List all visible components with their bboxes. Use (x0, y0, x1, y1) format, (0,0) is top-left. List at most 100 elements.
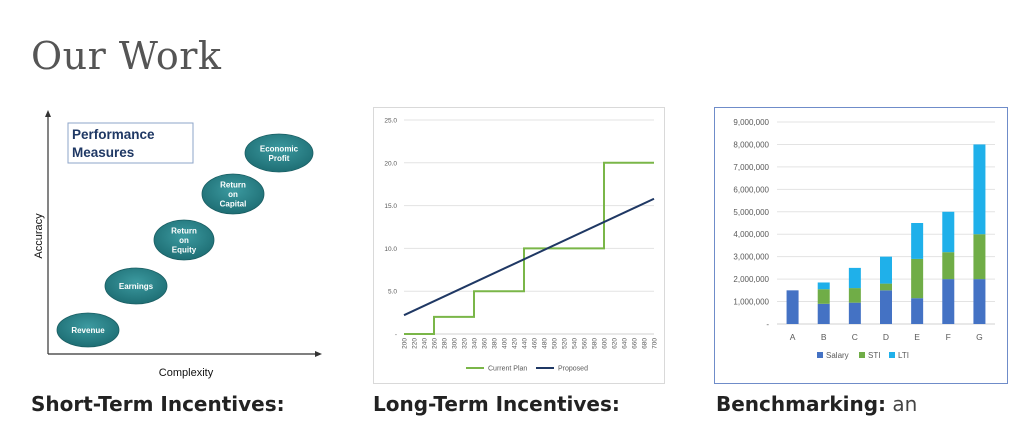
x-tick-label: 580 (592, 338, 599, 349)
diagram-title-box (67, 122, 194, 164)
measure-label: Economic (260, 144, 299, 153)
y-tick-label: 6,000,000 (733, 185, 769, 194)
benchmarking-chart-frame: - 1,000,000 2,000,000 3,000,000 4,000,000 5,0… (714, 107, 1008, 384)
y-tick-label: 4,000,000 (733, 230, 769, 239)
x-tick-label: 300 (452, 338, 459, 349)
y-tick-label: 25.0 (384, 118, 397, 125)
bar-sti-d (880, 283, 892, 291)
short-term-caption: Short-Term Incentives: (31, 392, 285, 416)
x-tick-label: F (946, 332, 951, 342)
legend-label: Salary (826, 351, 849, 360)
x-axis-arrow-icon (315, 351, 322, 357)
x-tick-label: 520 (562, 338, 569, 349)
measure-label: on (179, 236, 189, 245)
y-tick-label: 7,000,000 (733, 163, 769, 172)
series-line-current-plan (404, 161, 654, 335)
measure-label: Return (220, 181, 246, 190)
measure-label: on (228, 190, 238, 199)
x-tick-label: 460 (532, 338, 539, 349)
measure-label: Return (171, 227, 197, 236)
y-tick-label: 20.0 (384, 160, 397, 167)
x-tick-label: B (821, 332, 827, 342)
y-tick-label: 3,000,000 (733, 253, 769, 262)
x-tick-label: 240 (422, 338, 429, 349)
legend-label: Proposed (558, 366, 588, 373)
x-tick-label: 500 (552, 338, 559, 349)
performance-measures-card: Performance Measures Complexity Accuracy… (28, 108, 328, 383)
x-tick-label: 640 (622, 338, 629, 349)
long-term-caption: Long-Term Incentives: (373, 392, 620, 416)
benchmarking-caption: Benchmarking: an (716, 392, 918, 416)
x-axis-label: Complexity (159, 367, 214, 379)
bar-lti-c (848, 267, 861, 289)
x-tick-label: 340 (472, 338, 479, 349)
diagram-title-line-1: Performance (72, 127, 155, 142)
long-term-line-chart: - 5.0 10.0 15.0 20.0 25.0 200 220 240 260 280 300 32… (384, 118, 659, 373)
measure-label: Capital (220, 200, 247, 209)
bar-salary-d (880, 290, 892, 324)
x-tick-label: 540 (572, 338, 579, 349)
x-tick-label: E (914, 332, 920, 342)
long-term-chart-frame: - 5.0 10.0 15.0 20.0 25.0 200 220 240 260 280 300 32… (373, 107, 665, 384)
y-tick-label: 15.0 (384, 203, 397, 210)
legend-swatch (889, 352, 895, 358)
bar-lti-g (973, 144, 986, 235)
y-tick-label: 5.0 (388, 289, 397, 296)
bar-lti-e (911, 223, 924, 259)
legend-label: STI (868, 351, 880, 360)
bar-salary-g (973, 279, 986, 324)
y-axis-label: Accuracy (33, 213, 45, 259)
measure-bubble-revenue: Revenue (56, 312, 120, 348)
x-tick-label: 620 (612, 338, 619, 349)
x-tick-label: A (790, 332, 796, 342)
measure-label: Revenue (71, 326, 105, 335)
bar-sti-g (973, 234, 986, 280)
x-tick-label: 380 (492, 338, 499, 349)
measure-label: Equity (172, 246, 197, 255)
bar-lti-d (880, 256, 892, 284)
x-tick-label: 320 (462, 338, 469, 349)
bar-lti-b (817, 282, 830, 290)
bar-sti-b (817, 289, 830, 304)
measure-bubble-earnings: Earnings (104, 267, 168, 305)
x-tick-label: 280 (442, 338, 449, 349)
legend-swatch (817, 352, 823, 358)
bar-salary-a (786, 290, 799, 324)
y-tick-label: 2,000,000 (733, 275, 769, 284)
x-tick-label: D (883, 332, 889, 342)
x-tick-label: 480 (542, 338, 549, 349)
x-tick-label: 560 (582, 338, 589, 349)
y-tick-label: - (395, 332, 397, 339)
bar-salary-e (911, 298, 924, 324)
page-title: Our Work (31, 34, 222, 78)
diagram-title-line-2: Measures (72, 145, 134, 160)
measure-label: Earnings (119, 282, 154, 291)
x-tick-label: 700 (652, 338, 659, 349)
x-tick-label: 360 (482, 338, 489, 349)
measure-label: Profit (269, 154, 290, 163)
bar-salary-c (848, 302, 861, 324)
y-tick-label: 1,000,000 (733, 298, 769, 307)
bar-lti-f (942, 211, 955, 253)
y-tick-label: 8,000,000 (733, 140, 769, 149)
bar-sti-f (942, 252, 955, 280)
bar-sti-e (911, 258, 924, 299)
y-axis-arrow-icon (45, 110, 51, 117)
x-tick-label: C (852, 332, 858, 342)
bar-salary-b (817, 303, 830, 324)
x-tick-label: 680 (642, 338, 649, 349)
x-tick-label: 400 (502, 338, 509, 349)
legend-label: Current Plan (488, 366, 527, 373)
legend-label: LTI (898, 351, 909, 360)
benchmarking-bar-chart: - 1,000,000 2,000,000 3,000,000 4,000,000 5,0… (733, 118, 995, 360)
y-tick-label: - (766, 320, 769, 329)
bar-salary-f (942, 279, 955, 324)
x-tick-label: 220 (412, 338, 419, 349)
x-tick-label: 260 (432, 338, 439, 349)
x-tick-label: 440 (522, 338, 529, 349)
y-tick-label: 10.0 (384, 246, 397, 253)
bar-sti-c (848, 288, 861, 303)
